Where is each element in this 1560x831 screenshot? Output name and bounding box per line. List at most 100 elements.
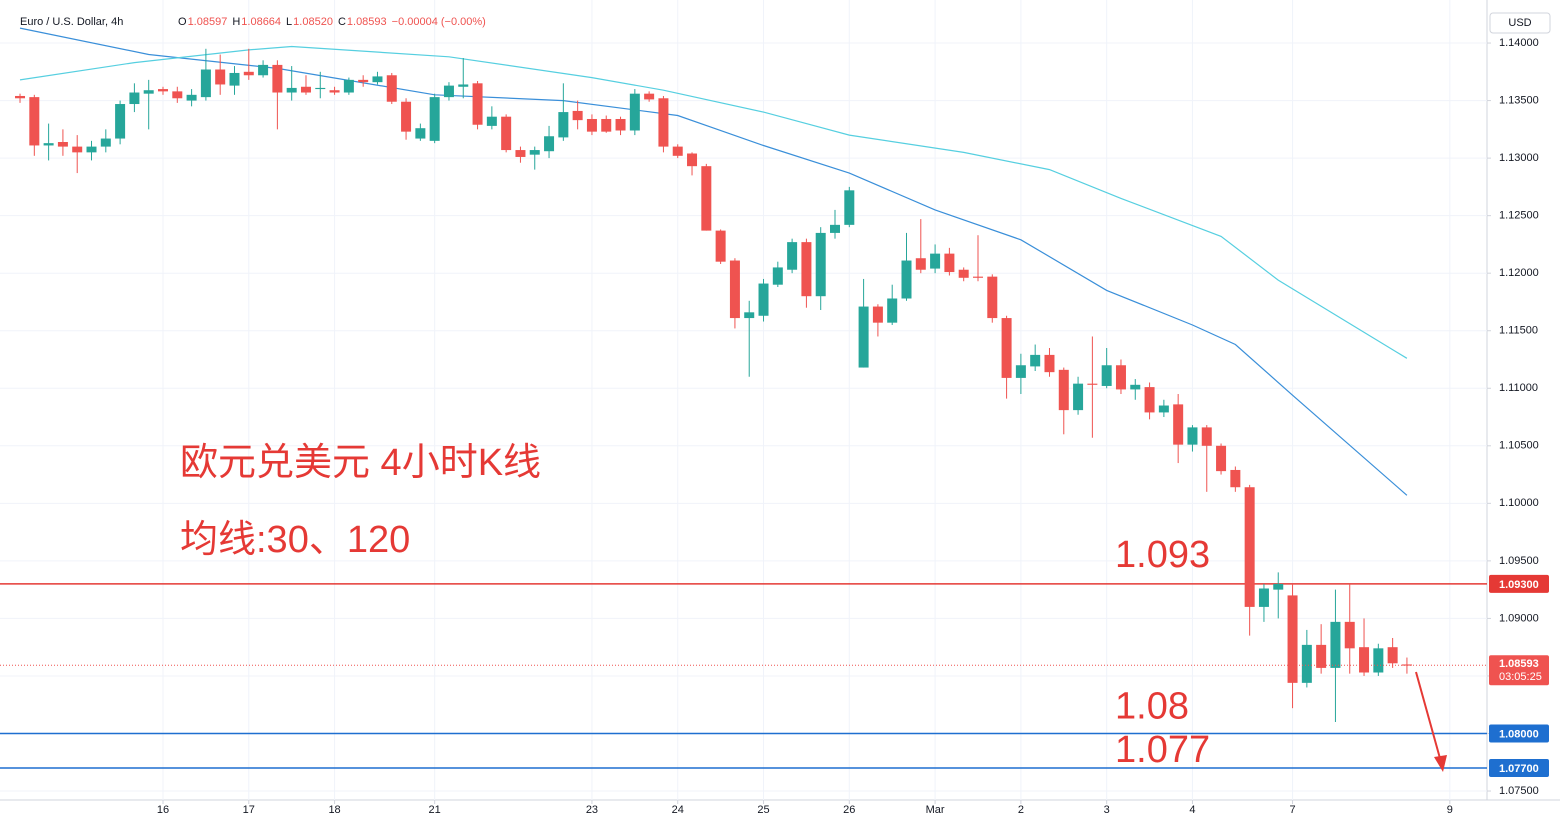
candle-body	[401, 101, 412, 132]
x-tick-label: 21	[429, 804, 441, 816]
candle-body	[1044, 354, 1055, 373]
candle-body	[1344, 621, 1355, 649]
candle-body	[472, 83, 483, 125]
x-tick-label: 4	[1189, 804, 1195, 816]
candle-body	[801, 242, 812, 297]
y-tick-label: 1.11000	[1499, 382, 1538, 394]
candle-body	[1373, 648, 1384, 673]
candle-body	[458, 84, 469, 87]
candle-body	[872, 306, 883, 323]
candle-body	[715, 230, 726, 262]
grid	[0, 0, 1487, 800]
candle-body	[701, 166, 712, 231]
y-tick-label: 1.09500	[1499, 555, 1539, 567]
candle-body	[615, 118, 626, 131]
candle-body	[415, 128, 426, 139]
ohlc-value: 1.08593	[347, 16, 387, 28]
candle-body	[157, 89, 168, 92]
candle-body	[1258, 588, 1269, 607]
candle-body	[629, 93, 640, 131]
x-tick-label: Mar	[926, 804, 945, 816]
candle-body	[1187, 427, 1198, 445]
candle-body	[901, 260, 912, 299]
candle-body	[1144, 387, 1155, 413]
candle-body	[1073, 383, 1084, 411]
candle-body	[544, 136, 555, 152]
ohlc-key: H	[232, 16, 240, 28]
candle-body	[100, 138, 111, 147]
candle-body	[1015, 365, 1026, 378]
candle-body	[1201, 427, 1212, 446]
candle-body	[243, 71, 254, 76]
candle-body	[358, 79, 369, 83]
candle-body	[1387, 647, 1398, 664]
y-tick-label: 1.11500	[1499, 325, 1538, 337]
x-tick-label: 25	[757, 804, 769, 816]
x-tick-label: 9	[1447, 804, 1453, 816]
candle-body	[758, 283, 769, 316]
countdown: 03:05:25	[1499, 671, 1542, 683]
currency-box[interactable]	[1489, 12, 1551, 34]
x-tick-label: 23	[586, 804, 598, 816]
ohlc-value: 1.08597	[188, 16, 228, 28]
axes: 1.14000 1.13500 1.13000 1.12500 1.12000 1.115…	[157, 37, 1549, 816]
candle-body	[1287, 595, 1298, 683]
candle-body	[286, 87, 297, 93]
candle-body	[815, 232, 826, 297]
candle-body	[1001, 318, 1012, 378]
ohlc-key: O	[178, 16, 187, 28]
candle-body	[172, 91, 183, 99]
last-price-label: 1.08593	[1499, 658, 1539, 670]
x-tick-label: 16	[157, 804, 169, 816]
candle-body	[1216, 445, 1227, 472]
candle-body	[1158, 405, 1169, 413]
candle-body	[958, 269, 969, 278]
candle-body	[1101, 365, 1112, 386]
candle-body	[1401, 664, 1412, 666]
y-tick-label: 1.07500	[1499, 785, 1539, 797]
candle-body	[1087, 383, 1098, 385]
x-tick-label: 24	[672, 804, 684, 816]
candle-body	[915, 258, 926, 270]
y-tick-label: 1.12000	[1499, 267, 1539, 279]
candle-body	[1173, 404, 1184, 445]
x-tick-label: 2	[1018, 804, 1024, 816]
y-tick-label: 1.10500	[1499, 440, 1539, 452]
candle-body	[43, 143, 54, 146]
y-tick-label: 1.13500	[1499, 94, 1539, 106]
candle-body	[887, 298, 898, 323]
level-annotation: 1.08	[1115, 686, 1189, 728]
candle-body	[1058, 369, 1069, 411]
currency[interactable]: USD	[1508, 17, 1531, 29]
level-label: 1.08000	[1499, 728, 1539, 740]
candle-body	[29, 97, 40, 146]
candle-body	[972, 276, 983, 278]
candle-body	[1115, 365, 1126, 390]
y-tick-label: 1.13000	[1499, 152, 1539, 164]
y-tick-label: 1.09000	[1499, 612, 1539, 624]
candle-body	[386, 75, 397, 102]
ohlc-value: 1.08664	[241, 16, 281, 28]
arrow-head	[1434, 755, 1447, 772]
ohlc-value: 1.08520	[293, 16, 333, 28]
candle-body	[572, 110, 583, 121]
candle-body	[1230, 469, 1241, 488]
candle-body	[601, 118, 612, 132]
candle-body	[772, 267, 783, 285]
candle-body	[672, 146, 683, 156]
moving-average	[19, 45, 1408, 359]
x-tick-label: 7	[1289, 804, 1295, 816]
candle-body	[1301, 644, 1312, 683]
candle-body	[586, 118, 597, 132]
candle-body	[501, 116, 512, 151]
annotation: 均线:30、120	[180, 519, 410, 561]
change: −0.00004 (−0.00%)	[392, 16, 486, 28]
candle-body	[558, 112, 569, 138]
candle-body	[1330, 621, 1341, 668]
candle-body	[1273, 583, 1284, 590]
arrow	[1415, 671, 1442, 763]
level-label: 1.09300	[1499, 579, 1539, 591]
candle-body	[1030, 354, 1041, 367]
